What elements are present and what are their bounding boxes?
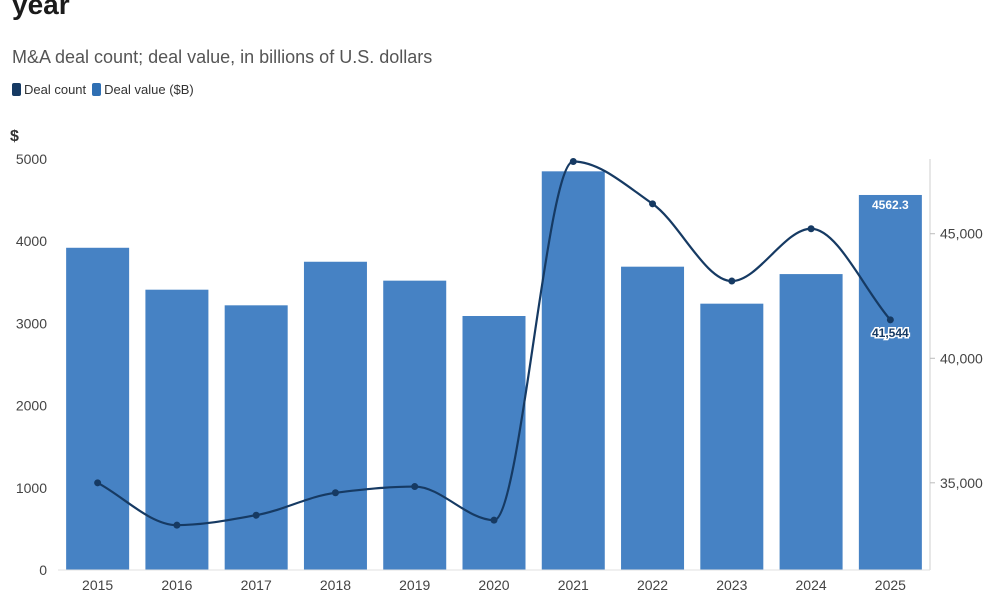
point-2023[interactable] <box>728 277 736 285</box>
right-tick-label: 45,000 <box>940 226 983 242</box>
point-2021[interactable] <box>569 157 577 165</box>
point-2024[interactable] <box>807 225 815 233</box>
point-2016[interactable] <box>173 521 181 529</box>
right-tick-label: 40,000 <box>940 350 983 366</box>
legend: Deal count Deal value ($B) <box>12 82 194 97</box>
left-tick-label: 4000 <box>16 233 47 249</box>
point-2015[interactable] <box>94 479 102 487</box>
line-data-label: 41,544 <box>872 326 909 340</box>
bar-2018[interactable] <box>303 261 367 570</box>
point-2020[interactable] <box>490 516 498 524</box>
bar-2022[interactable] <box>621 266 685 570</box>
x-tick-label: 2022 <box>637 577 668 593</box>
legend-item-deal-value[interactable]: Deal value ($B) <box>92 82 194 97</box>
x-tick-label: 2020 <box>478 577 509 593</box>
bar-2017[interactable] <box>224 305 288 570</box>
right-tick-label: 35,000 <box>940 475 983 491</box>
point-2025[interactable] <box>886 316 894 324</box>
left-tick-label: 3000 <box>16 315 47 331</box>
chart-subtitle: M&A deal count; deal value, in billions … <box>12 47 433 67</box>
bar-2023[interactable] <box>700 303 764 570</box>
left-tick-label: 5000 <box>16 151 47 167</box>
x-tick-label: 2015 <box>82 577 113 593</box>
x-tick-label: 2016 <box>161 577 192 593</box>
x-tick-label: 2018 <box>320 577 351 593</box>
x-tick-label: 2017 <box>241 577 272 593</box>
left-tick-label: 0 <box>39 562 47 578</box>
point-2017[interactable] <box>252 511 260 519</box>
point-2022[interactable] <box>649 200 657 208</box>
legend-swatch-deal-value <box>92 83 102 96</box>
bar-2019[interactable] <box>383 280 447 570</box>
left-tick-label: 2000 <box>16 398 47 414</box>
point-2019[interactable] <box>411 483 419 491</box>
bar-2024[interactable] <box>779 274 843 570</box>
x-tick-label: 2023 <box>716 577 747 593</box>
bar-2015[interactable] <box>66 247 130 570</box>
legend-label-deal-count: Deal count <box>24 82 87 97</box>
bar-2021[interactable] <box>541 171 605 570</box>
x-tick-label: 2025 <box>875 577 906 593</box>
legend-item-deal-count[interactable]: Deal count <box>12 82 86 97</box>
legend-label-deal-value: Deal value ($B) <box>104 82 194 97</box>
chart-title: year <box>12 0 70 20</box>
legend-swatch-deal-count <box>12 83 21 96</box>
x-tick-label: 2021 <box>558 577 589 593</box>
left-axis-label: $ <box>10 128 19 145</box>
left-tick-label: 1000 <box>16 480 47 496</box>
bar-data-label: 4562.3 <box>872 198 909 212</box>
x-tick-label: 2019 <box>399 577 430 593</box>
point-2018[interactable] <box>331 489 339 497</box>
bar-2025[interactable] <box>858 194 922 570</box>
x-tick-label: 2024 <box>796 577 827 593</box>
bar-2020[interactable] <box>462 316 526 570</box>
